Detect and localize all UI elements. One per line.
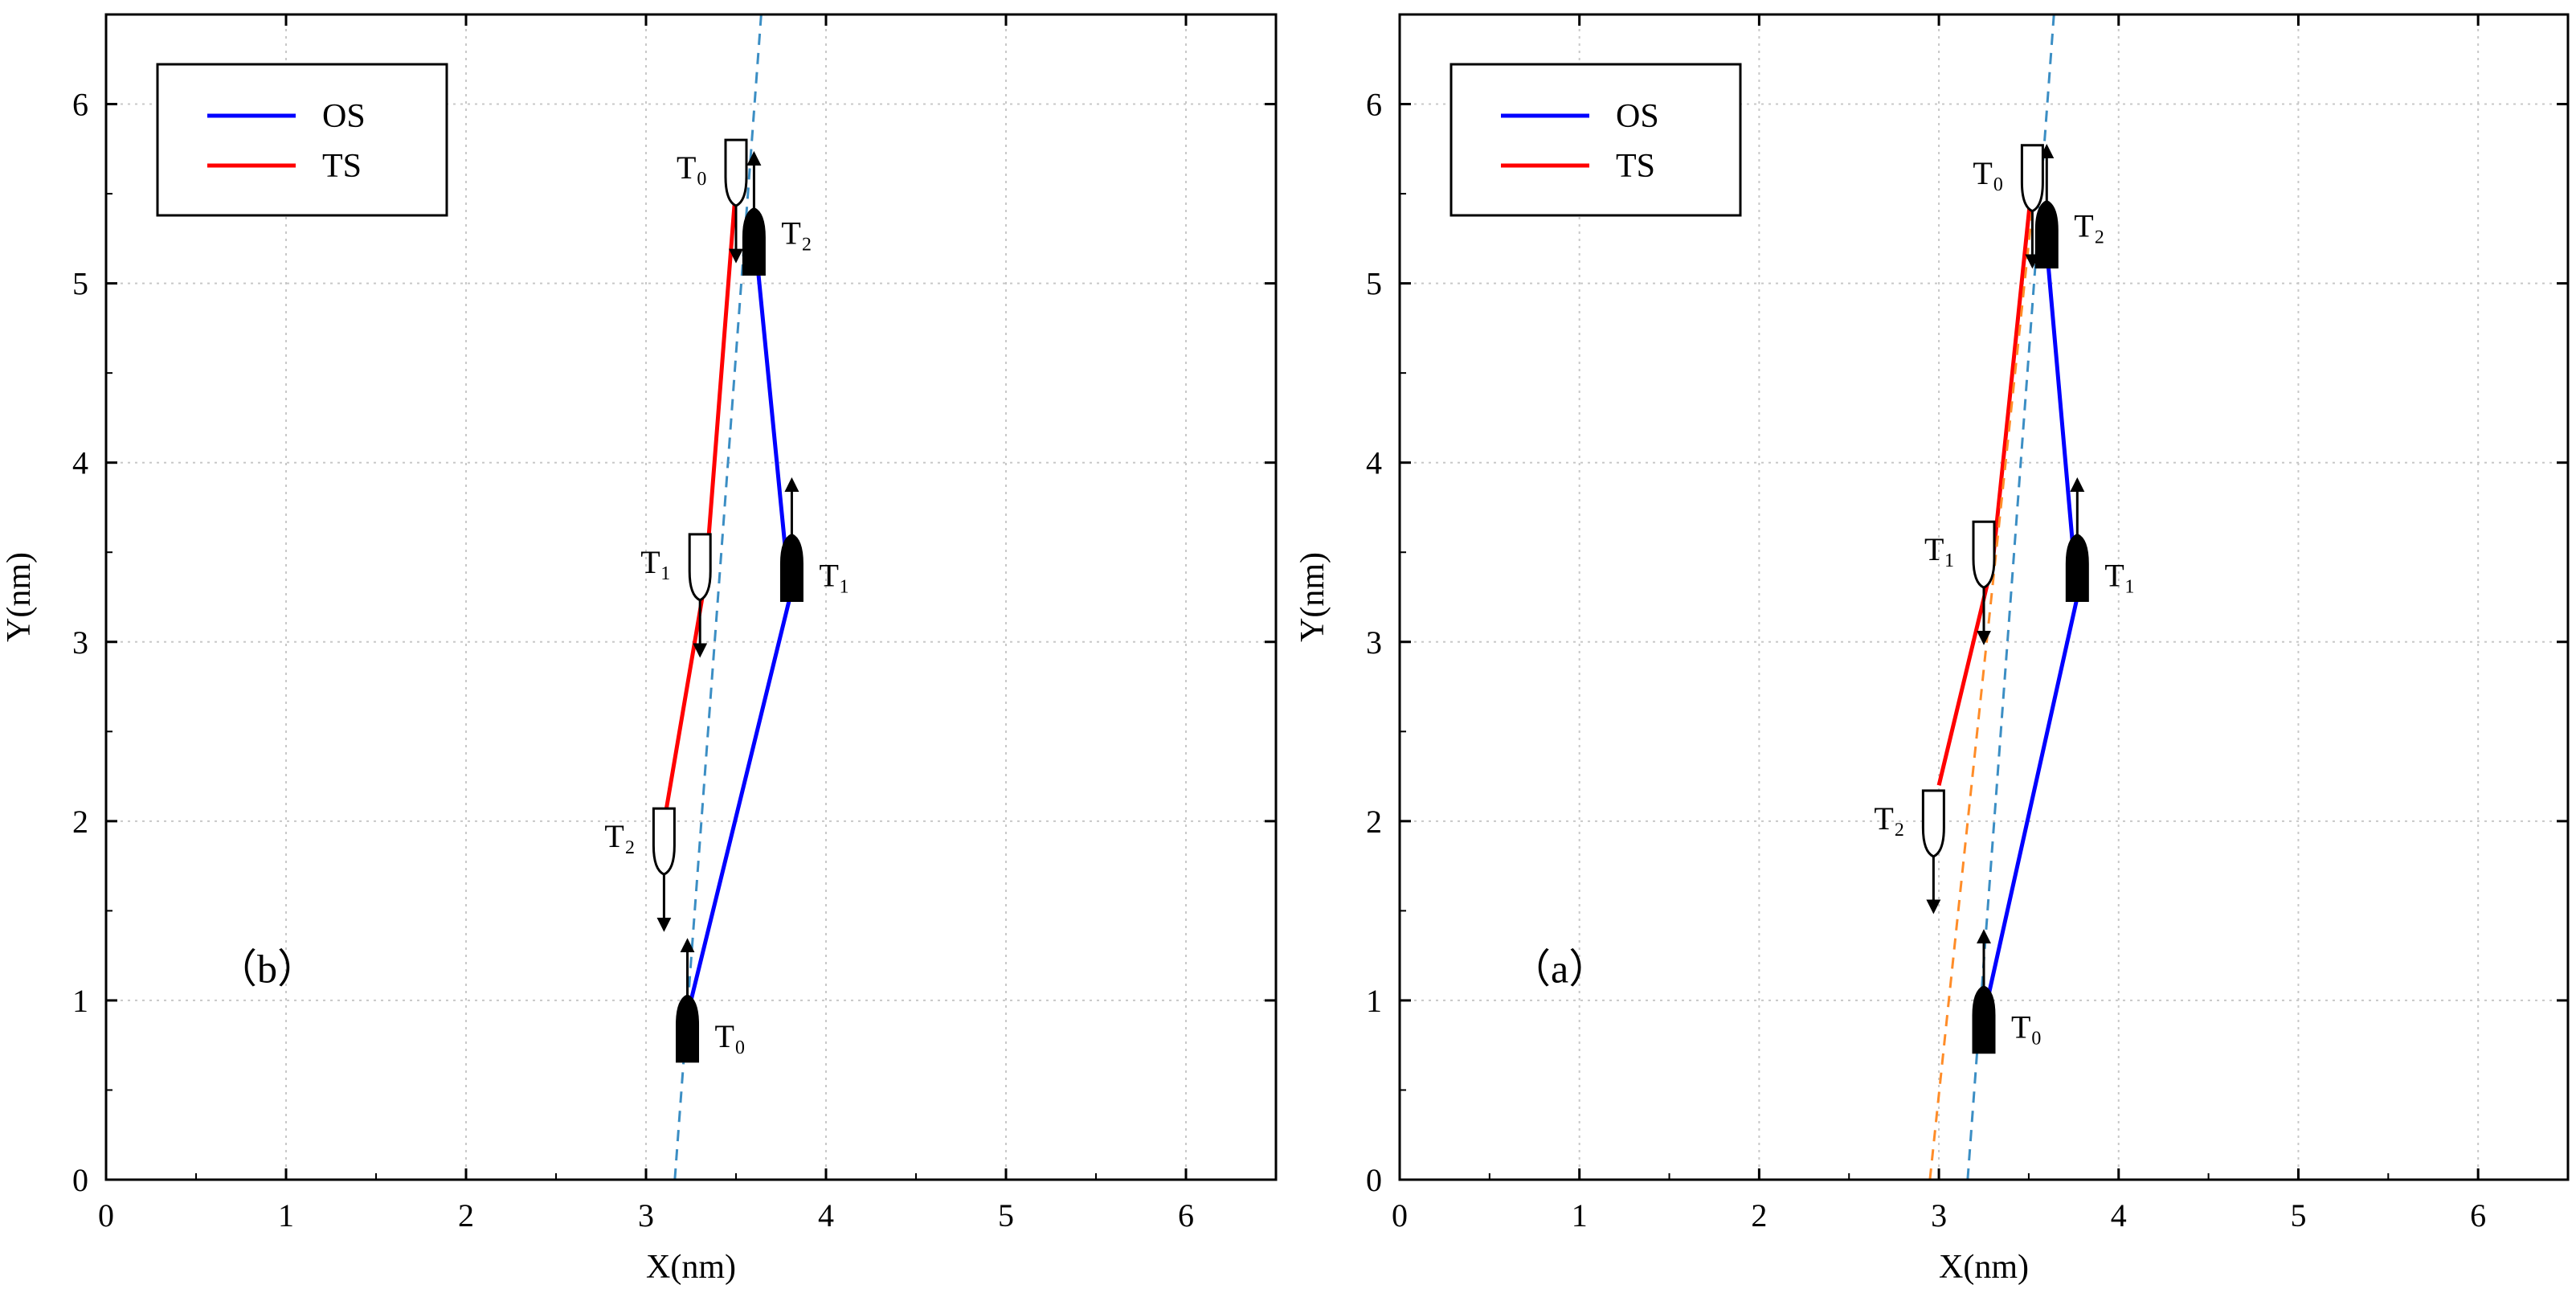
y-tick-label-6: 6: [72, 87, 88, 123]
ship-time-label: T₁: [640, 544, 671, 580]
ship-hull: [676, 994, 700, 1063]
x-tick-label-2: 2: [1751, 1197, 1767, 1234]
ship-hull: [724, 138, 748, 207]
ship-hull: [1921, 789, 1945, 858]
ship-hull: [1972, 985, 1996, 1054]
panel-label: （b）: [217, 947, 317, 992]
legend: OS TS: [1450, 63, 1742, 217]
grid: [106, 14, 1276, 1180]
y-tick-label-1: 1: [72, 983, 88, 1019]
x-tick-label-1: 1: [1572, 1197, 1588, 1234]
x-tick-label-5: 5: [2290, 1197, 2306, 1234]
y-axis-label: Y(nm): [1, 552, 38, 642]
y-axis-label: Y(nm): [1294, 552, 1331, 642]
own-ship-0: T₀: [676, 938, 746, 1063]
series-os: [689, 265, 792, 1001]
ship-hull: [779, 533, 803, 603]
x-tick-label-5: 5: [998, 1197, 1014, 1234]
axes-frame: [104, 13, 1278, 1181]
legend-label-ts: TS: [1616, 148, 1655, 185]
target-ship-3: T₀: [677, 138, 748, 264]
x-tick-label-0: 0: [98, 1197, 114, 1234]
target-ship-4: T₁: [1924, 520, 1996, 645]
ship-hull: [742, 207, 766, 276]
ship-time-label: T₁: [2104, 558, 2135, 594]
ship-time-label: T₀: [715, 1018, 746, 1054]
own-ship-1: T₁: [779, 477, 850, 603]
y-tick-label-3: 3: [72, 624, 88, 661]
own-ship-2: T₂: [742, 150, 812, 276]
ship-time-label: T₂: [781, 215, 812, 252]
y-tick-label-4: 4: [72, 445, 88, 481]
legend-label-os: OS: [322, 98, 366, 135]
target-ship-5: T₂: [604, 807, 676, 932]
x-tick-label-3: 3: [638, 1197, 654, 1234]
chart-panel-0: T₀ T₁ T₂ T₀ T₁ T₂ 0 1 2 3 4 5 6 0 1 2 3 4 5 6 X(nm) Y(nm) OS TS…: [1, 13, 1278, 1286]
y-tick-label-1: 1: [1366, 983, 1382, 1019]
x-tick-label-2: 2: [458, 1197, 474, 1234]
axes-frame: [1398, 13, 2570, 1181]
x-tick-label-6: 6: [2470, 1197, 2486, 1234]
ship-time-label: T₂: [2074, 208, 2104, 244]
y-tick-label-3: 3: [1366, 624, 1382, 661]
ticks: 0 1 2 3 4 5 6 0 1 2 3 4 5 6: [72, 14, 1276, 1234]
ship-time-label: T₀: [1973, 155, 2003, 191]
ship-time-label: T₂: [1874, 800, 1904, 837]
x-axis-label: X(nm): [646, 1249, 736, 1286]
ship-time-label: T₂: [604, 818, 635, 854]
target-ship-3: T₀: [1973, 144, 2044, 269]
series-reference: [673, 14, 763, 1180]
ship-hull: [1972, 520, 1996, 589]
series-reference-ts: [1928, 158, 2039, 1180]
chart-panel-1: T₀ T₁ T₂ T₀ T₁ T₂ 0 1 2 3 4 5 6 0 1 2 3 4 5 6 X(nm) Y(nm) OS TS…: [1294, 13, 2570, 1286]
y-tick-label-2: 2: [72, 804, 88, 840]
ticks: 0 1 2 3 4 5 6 0 1 2 3 4 5 6: [1366, 14, 2568, 1234]
ship-time-label: T₁: [819, 558, 849, 594]
panel-label: （a）: [1511, 947, 1609, 992]
y-tick-label-6: 6: [1366, 87, 1382, 123]
legend-label-ts: TS: [322, 148, 362, 185]
own-ship-2: T₂: [2034, 144, 2105, 269]
ship-time-label: T₀: [2011, 1009, 2042, 1045]
legend-label-os: OS: [1616, 98, 1659, 135]
grid: [1400, 14, 2568, 1180]
x-tick-label-3: 3: [1931, 1197, 1947, 1234]
y-tick-label-5: 5: [1366, 266, 1382, 302]
target-ship-5: T₂: [1874, 789, 1945, 914]
legend-box: [156, 63, 448, 217]
legend-box: [1450, 63, 1742, 217]
ship-hull: [688, 533, 712, 602]
x-tick-label-4: 4: [818, 1197, 834, 1234]
ship-hull: [2065, 533, 2089, 603]
ship-time-label: T₁: [1924, 531, 1955, 567]
y-tick-label-4: 4: [1366, 445, 1382, 481]
ship-hull: [2034, 199, 2059, 269]
x-tick-label-0: 0: [1392, 1197, 1408, 1234]
ship-hull: [652, 807, 676, 876]
series-os: [1985, 247, 2079, 1001]
own-ship-1: T₁: [2065, 477, 2136, 603]
target-ship-4: T₁: [640, 533, 712, 658]
x-axis-label: X(nm): [1939, 1249, 2029, 1286]
own-ship-0: T₀: [1972, 929, 2042, 1054]
legend: OS TS: [156, 63, 448, 217]
y-tick-label-0: 0: [1366, 1162, 1382, 1198]
y-tick-label-0: 0: [72, 1162, 88, 1198]
x-tick-label-1: 1: [278, 1197, 294, 1234]
y-tick-label-5: 5: [72, 266, 88, 302]
y-tick-label-2: 2: [1366, 804, 1382, 840]
ship-hull: [2020, 144, 2044, 213]
x-tick-label-4: 4: [2111, 1197, 2127, 1234]
ship-time-label: T₀: [677, 149, 707, 186]
x-tick-label-6: 6: [1178, 1197, 1194, 1234]
